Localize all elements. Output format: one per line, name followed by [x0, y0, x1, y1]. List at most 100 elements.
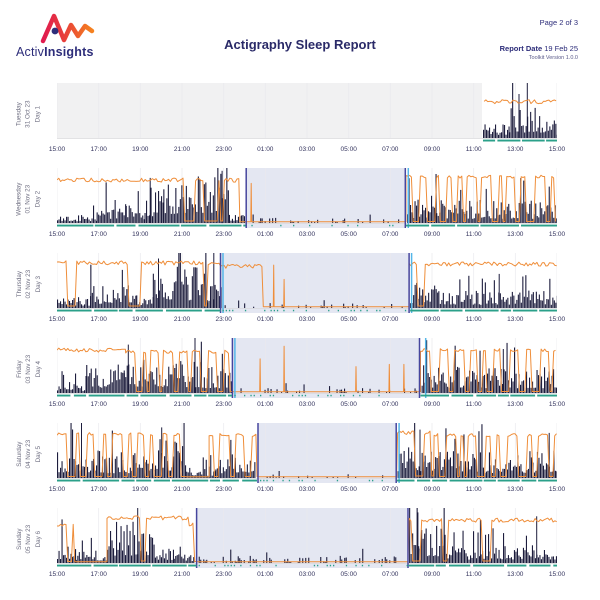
axis-tick: 23:00: [215, 316, 232, 323]
axis-tick: 15:00: [48, 231, 66, 238]
axis-tick: 05:00: [340, 316, 357, 323]
axis-tick: 11:00: [465, 231, 482, 238]
axis-tick: 11:00: [465, 571, 482, 578]
day-panel-6: Sunday 05 Nov 23 Day 6 15:00 17:00 19:00 21:00…: [0, 508, 600, 580]
report-date-value: 19 Feb 25: [544, 44, 578, 53]
toolkit-version: Toolkit Version 1.0.0: [528, 55, 578, 61]
actigraphy-chart: [57, 508, 557, 568]
axis-tick: 07:00: [382, 401, 399, 408]
axis-tick: 09:00: [423, 231, 441, 238]
axis-tick: 07:00: [382, 231, 399, 238]
day-label-name: Sunday: [15, 528, 23, 550]
axis-tick: 13:00: [507, 146, 524, 153]
actigraphy-chart: [57, 423, 557, 483]
axis-tick: 17:00: [90, 146, 107, 153]
day-label-day: Day 3: [34, 275, 42, 293]
day-panel-3: Thursday 02 Nov 23 Day 3 15:00 17:00 19:00 21:…: [0, 253, 600, 325]
day-label-day: Day 5: [34, 445, 42, 463]
axis-tick: 15:00: [548, 571, 566, 578]
report-header: ActivInsights Actigraphy Sleep Report Pa…: [0, 0, 600, 83]
axis-tick: 05:00: [340, 486, 357, 493]
axis-tick: 19:00: [132, 316, 149, 323]
axis-tick: 23:00: [215, 486, 232, 493]
day-label-name: Thursday: [15, 270, 23, 298]
axis-tick: 19:00: [132, 486, 149, 493]
time-axis: 15:00 17:00 19:00 21:00 23:00 01:00 03:00 05:00…: [49, 315, 565, 325]
axis-tick: 21:00: [173, 401, 191, 408]
axis-tick: 01:00: [257, 316, 274, 323]
axis-tick: 19:00: [132, 146, 149, 153]
axis-tick: 07:00: [382, 316, 399, 323]
axis-tick: 07:00: [382, 571, 399, 578]
axis-tick: 09:00: [423, 146, 441, 153]
day-label-day: Day 4: [34, 360, 42, 378]
report-meta: Page 2 of 3 Report Date 19 Feb 25 Toolki…: [500, 18, 578, 61]
axis-tick: 03:00: [298, 231, 316, 238]
axis-tick: 15:00: [548, 316, 566, 323]
axis-tick: 03:00: [298, 571, 316, 578]
day-label: Tuesday 31 Oct 23 Day 1: [8, 89, 50, 139]
time-axis: 15:00 17:00 19:00 21:00 23:00 01:00 03:00 05:00…: [49, 145, 565, 155]
day-label-day: Day 2: [34, 190, 42, 208]
axis-tick: 07:00: [382, 146, 399, 153]
day-label-date: 02 Nov 23: [25, 269, 33, 299]
day-panels: Tuesday 31 Oct 23 Day 1 15:00 17:00 19:00 21:0…: [0, 83, 600, 580]
axis-tick: 11:00: [465, 316, 482, 323]
axis-tick: 17:00: [90, 486, 107, 493]
time-axis: 15:00 17:00 19:00 21:00 23:00 01:00 03:00 05:00…: [49, 485, 565, 495]
axis-tick: 05:00: [340, 571, 357, 578]
axis-tick: 23:00: [215, 231, 232, 238]
brand-logo: ActivInsights: [16, 12, 96, 59]
axis-tick: 11:00: [465, 146, 482, 153]
axis-tick: 15:00: [548, 486, 566, 493]
day-panel-5: Saturday 04 Nov 23 Day 5 15:00 17:00 19:00 21:…: [0, 423, 600, 495]
day-label-date: 01 Nov 23: [25, 184, 33, 214]
brand-name: ActivInsights: [16, 45, 96, 59]
report-date-label: Report Date: [499, 44, 543, 53]
day-label-date: 03 Nov 23: [25, 354, 33, 384]
brand-name-light: Activ: [16, 45, 45, 59]
brand-zigzag-icon: [40, 13, 95, 44]
day-label-date: 31 Oct 23: [25, 100, 33, 128]
day-label-day: Day 1: [34, 105, 42, 123]
axis-tick: 19:00: [132, 571, 149, 578]
axis-tick: 21:00: [173, 316, 191, 323]
axis-tick: 13:00: [507, 231, 524, 238]
axis-tick: 17:00: [90, 571, 107, 578]
axis-tick: 23:00: [215, 401, 232, 408]
axis-tick: 07:00: [382, 486, 399, 493]
axis-tick: 09:00: [423, 571, 441, 578]
axis-tick: 21:00: [173, 231, 191, 238]
axis-tick: 17:00: [90, 231, 107, 238]
axis-tick: 11:00: [465, 486, 482, 493]
axis-tick: 05:00: [340, 401, 357, 408]
day-label-date: 04 Nov 23: [25, 439, 33, 469]
axis-tick: 03:00: [298, 316, 316, 323]
axis-tick: 05:00: [340, 231, 357, 238]
axis-tick: 21:00: [173, 486, 191, 493]
day-label: Wednesday 01 Nov 23 Day 2: [8, 174, 50, 224]
axis-tick: 15:00: [548, 146, 566, 153]
day-label-name: Friday: [15, 360, 23, 378]
day-label-date: 05 Nov 23: [25, 524, 33, 554]
axis-tick: 11:00: [465, 401, 482, 408]
axis-tick: 15:00: [548, 231, 566, 238]
page-number: Page 2 of 3: [539, 18, 578, 27]
axis-tick: 03:00: [298, 486, 316, 493]
day-label: Sunday 05 Nov 23 Day 6: [8, 514, 50, 564]
page-title: Actigraphy Sleep Report: [224, 37, 376, 52]
time-axis: 15:00 17:00 19:00 21:00 23:00 01:00 03:00 05:00…: [49, 230, 565, 240]
actigraphy-chart: [57, 338, 557, 398]
day-label-name: Wednesday: [15, 182, 23, 216]
actigraphy-chart: [57, 253, 557, 313]
axis-tick: 15:00: [48, 316, 66, 323]
axis-tick: 01:00: [257, 486, 274, 493]
report-date: Report Date 19 Feb 25: [500, 44, 578, 53]
axis-tick: 17:00: [90, 316, 107, 323]
axis-tick: 21:00: [173, 146, 191, 153]
report-page: ActivInsights Actigraphy Sleep Report Pa…: [0, 0, 600, 580]
axis-tick: 13:00: [507, 571, 524, 578]
axis-tick: 19:00: [132, 231, 149, 238]
axis-tick: 09:00: [423, 486, 441, 493]
actigraphy-chart: [57, 168, 557, 228]
